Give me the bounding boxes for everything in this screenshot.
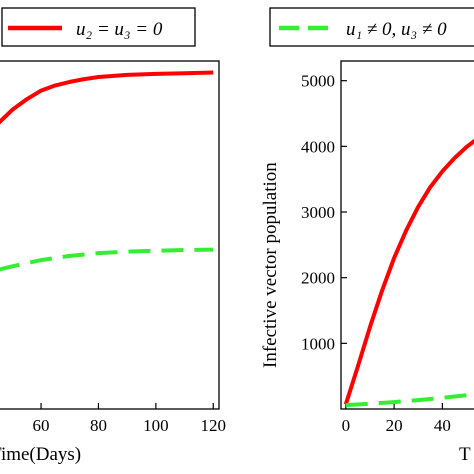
x-tick-label: 120 — [201, 416, 227, 435]
legend-label: u₂ = u₃ = 0 — [76, 19, 163, 40]
y-tick-label: 5000 — [301, 72, 335, 91]
y-tick-label: 2000 — [301, 269, 335, 288]
plot-area-frame — [340, 60, 474, 410]
legend-box — [269, 7, 474, 47]
series-group — [0, 70, 214, 272]
right-chart: u₁ ≠ 0, u₃ ≠ 0 0 20 40 1000 2000 3000 4000 5000… — [260, 7, 474, 465]
legend-label: u₁ ≠ 0, u₃ ≠ 0 — [346, 19, 447, 40]
series-line-green-dashed — [345, 392, 474, 408]
series-line-red — [0, 70, 214, 125]
plot-area-frame — [0, 60, 220, 410]
series-group — [343, 138, 474, 408]
series-line-green-dashed — [0, 247, 214, 272]
y-tick-label: 1000 — [301, 334, 335, 353]
x-tick-label: 20 — [386, 416, 403, 435]
y-axis-label: Infective vector population — [260, 162, 281, 368]
x-axis-label: T — [459, 444, 471, 465]
x-tick-label: 80 — [90, 416, 107, 435]
y-tick-label: 4000 — [301, 137, 335, 156]
x-tick-label: 0 — [342, 416, 351, 435]
series-line-red — [343, 138, 474, 406]
x-tick-label: 100 — [143, 416, 169, 435]
left-chart: u₂ = u₃ = 0 60 80 100 120 Time(Days) — [0, 7, 226, 465]
x-tick-label: 60 — [33, 416, 50, 435]
y-tick-label: 3000 — [301, 203, 335, 222]
axes: 0 20 40 1000 2000 3000 4000 5000 — [301, 72, 451, 435]
x-tick-label: 40 — [434, 416, 451, 435]
x-axis: 60 80 100 120 — [33, 403, 226, 435]
x-axis-label: Time(Days) — [0, 444, 81, 465]
